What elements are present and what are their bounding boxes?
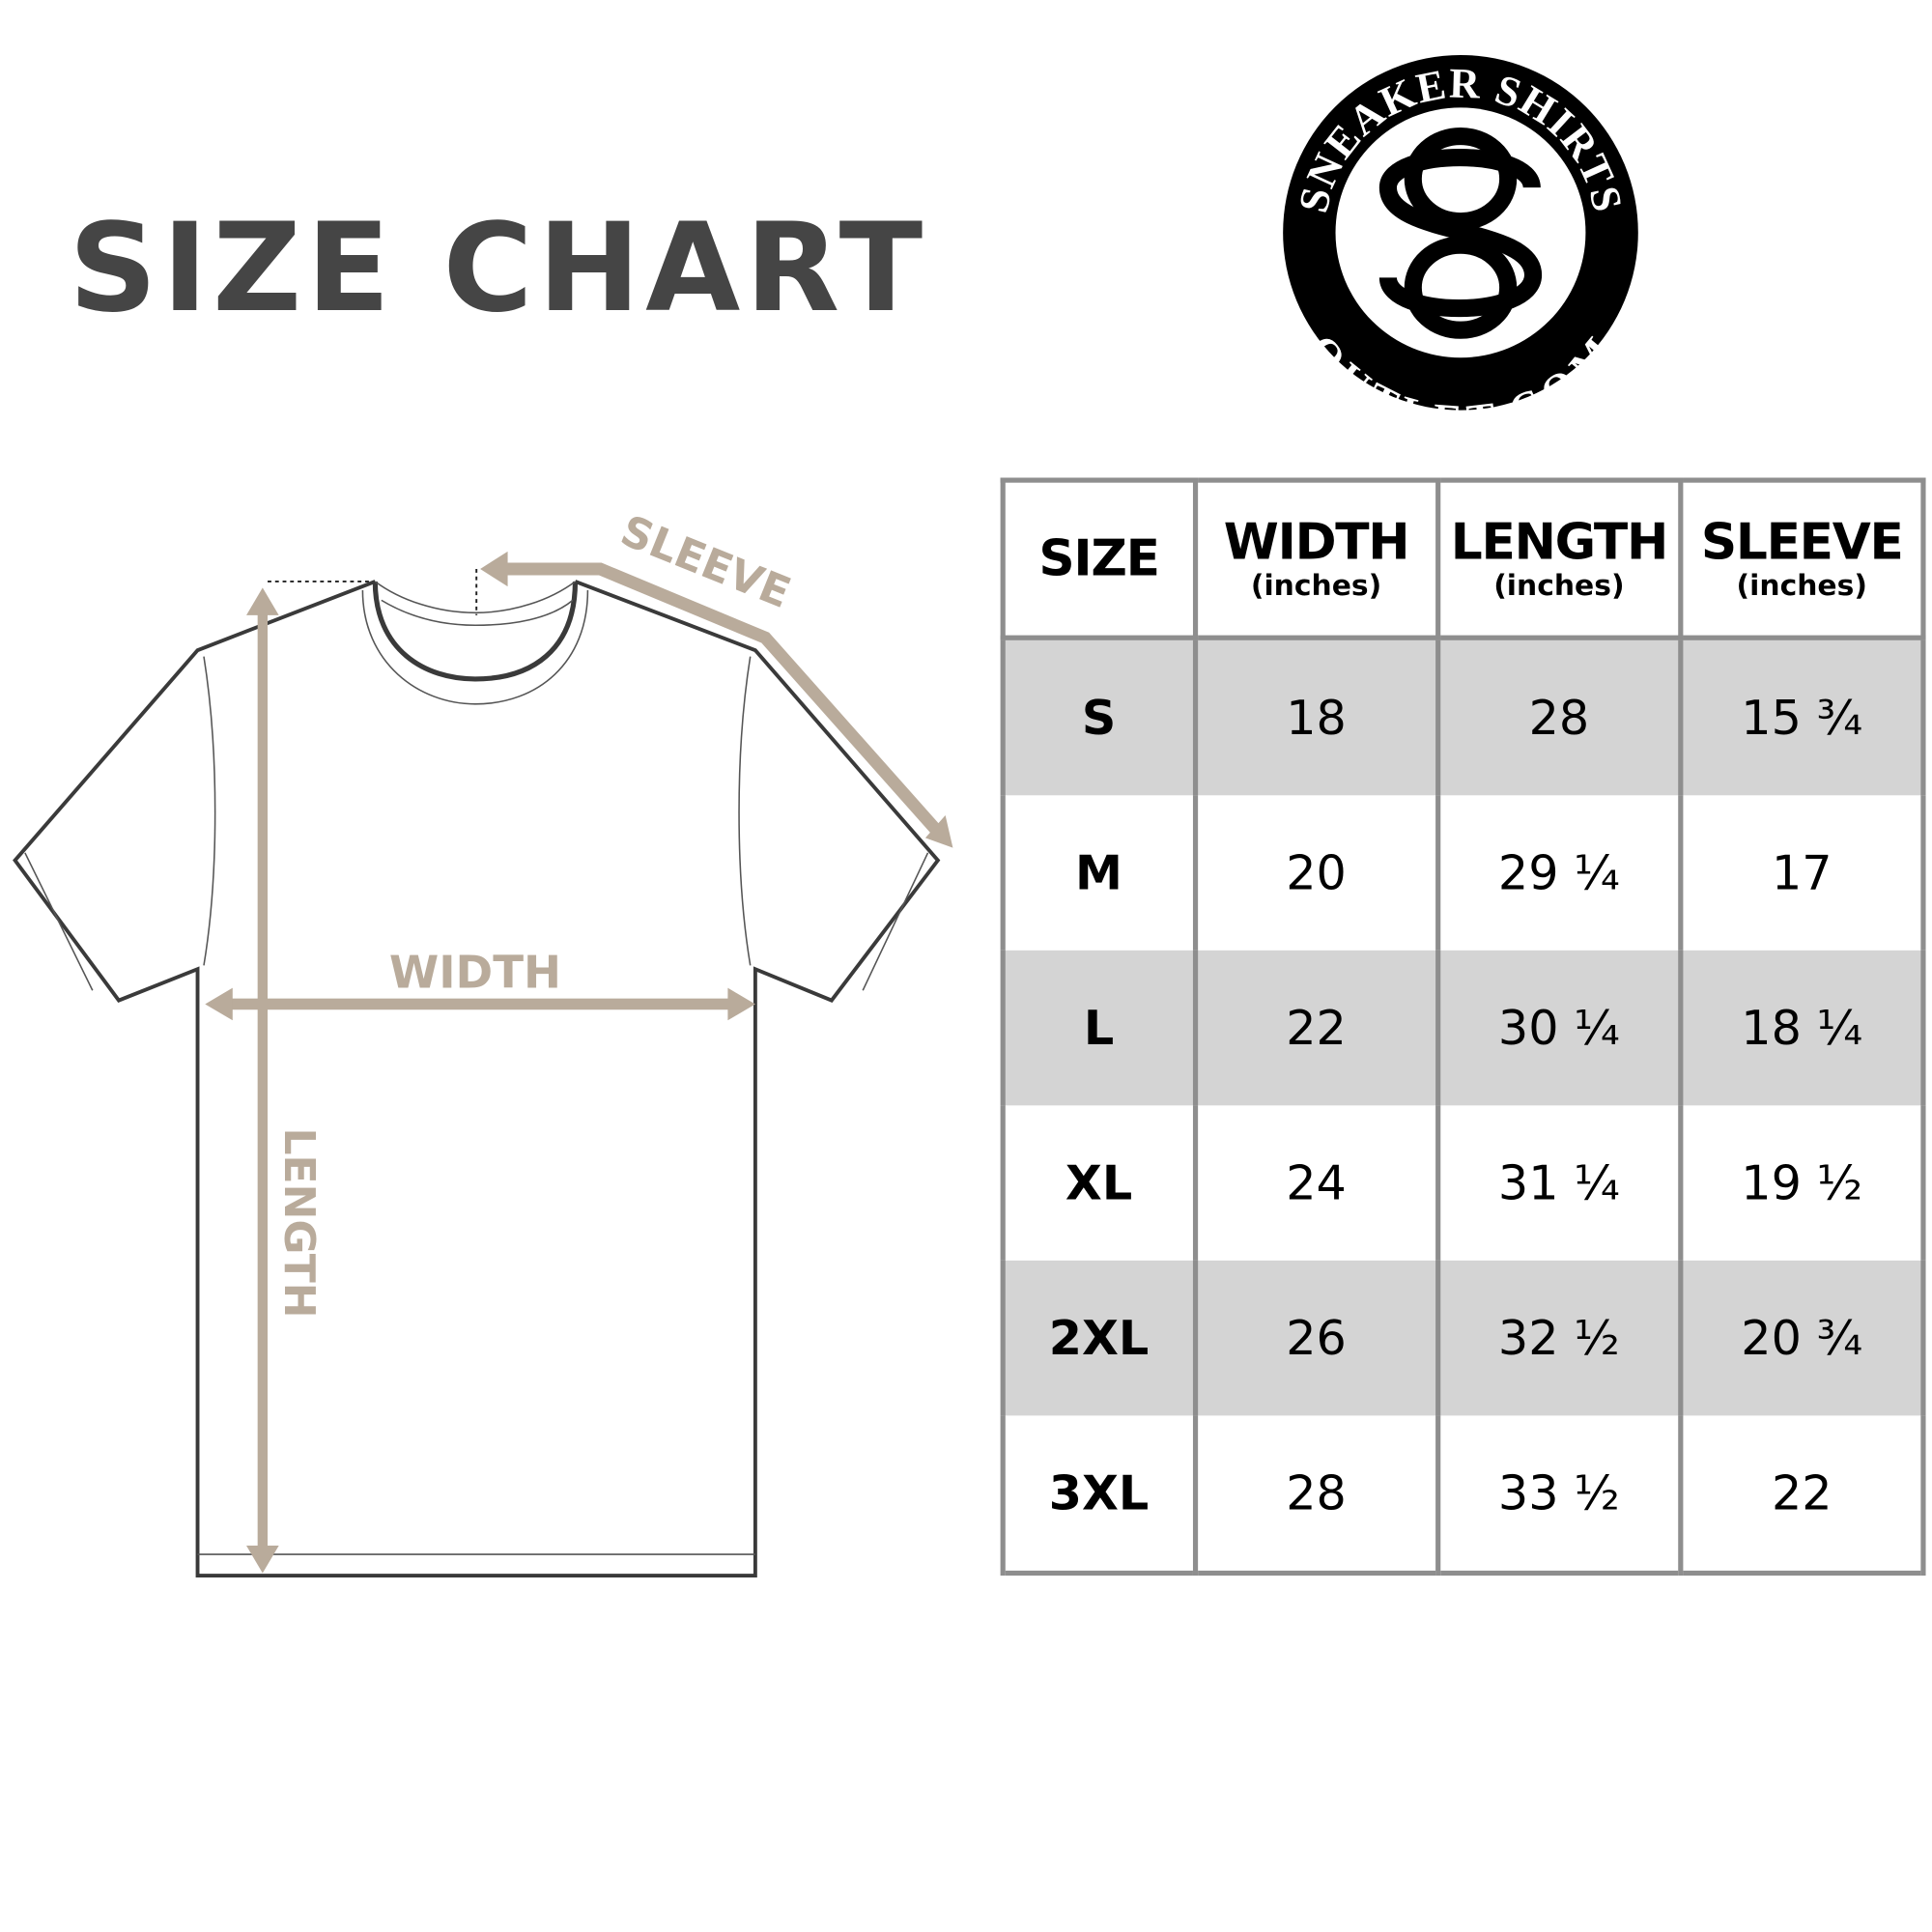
table-header-row: SIZE WIDTH (inches) LENGTH (inches) SLEEVE… bbox=[1000, 477, 1926, 640]
width-cell: 26 bbox=[1192, 1260, 1440, 1416]
table-row: M 20 29 ¼ 17 bbox=[1000, 795, 1926, 951]
measure-guides bbox=[268, 568, 478, 615]
size-cell: 2XL bbox=[1000, 1260, 1198, 1416]
width-cell: 20 bbox=[1192, 795, 1440, 951]
sleeve-cell: 20 ¾ bbox=[1677, 1260, 1926, 1416]
sleeve-cell: 18 ¼ bbox=[1677, 950, 1926, 1106]
header-width: WIDTH (inches) bbox=[1192, 477, 1440, 640]
sleeve-cell: 15 ¾ bbox=[1677, 638, 1926, 796]
length-cell: 33 ½ bbox=[1435, 1415, 1684, 1574]
width-cell: 24 bbox=[1192, 1105, 1440, 1261]
table-row: 2XL 26 32 ½ 20 ¾ bbox=[1000, 1260, 1926, 1416]
tshirt-seams bbox=[24, 581, 929, 1555]
sleeve-cell: 22 bbox=[1677, 1415, 1926, 1574]
size-cell: M bbox=[1000, 795, 1198, 951]
header-length: LENGTH (inches) bbox=[1435, 477, 1684, 640]
table-row: 3XL 28 33 ½ 22 bbox=[1000, 1415, 1926, 1574]
width-cell: 22 bbox=[1192, 950, 1440, 1106]
length-cell: 28 bbox=[1435, 638, 1684, 796]
size-cell: 3XL bbox=[1000, 1415, 1198, 1574]
sleeve-arrow bbox=[480, 551, 953, 848]
table-row: XL 24 31 ¼ 19 ½ bbox=[1000, 1105, 1926, 1261]
tshirt-outline bbox=[13, 580, 941, 1578]
size-cell: XL bbox=[1000, 1105, 1198, 1261]
sleeve-label: SLEEVE bbox=[614, 506, 798, 618]
size-table: SIZE WIDTH (inches) LENGTH (inches) SLEEVE… bbox=[1000, 477, 1926, 1577]
header-sleeve: SLEEVE (inches) bbox=[1677, 477, 1926, 640]
length-label: LENGTH bbox=[274, 1127, 324, 1318]
sleeve-cell: 17 bbox=[1677, 795, 1926, 951]
width-cell: 28 bbox=[1192, 1415, 1440, 1574]
measure-arrows bbox=[205, 551, 953, 1574]
length-cell: 32 ½ bbox=[1435, 1260, 1684, 1416]
monogram-icon bbox=[1378, 128, 1543, 339]
sleeve-cell: 19 ½ bbox=[1677, 1105, 1926, 1261]
header-size: SIZE bbox=[1000, 477, 1198, 640]
table-row: L 22 30 ¼ 18 ¼ bbox=[1000, 950, 1926, 1106]
length-cell: 30 ¼ bbox=[1435, 950, 1684, 1106]
length-cell: 29 ¼ bbox=[1435, 795, 1684, 951]
width-cell: 18 bbox=[1192, 638, 1440, 796]
width-arrow bbox=[205, 987, 755, 1021]
size-cell: S bbox=[1000, 638, 1198, 796]
length-cell: 31 ¼ bbox=[1435, 1105, 1684, 1261]
page-title: SIZE CHART bbox=[69, 197, 928, 341]
table-row: S 18 28 15 ¾ bbox=[1000, 638, 1926, 796]
width-label: WIDTH bbox=[389, 947, 561, 999]
size-cell: L bbox=[1000, 950, 1198, 1106]
length-arrow bbox=[246, 587, 279, 1574]
